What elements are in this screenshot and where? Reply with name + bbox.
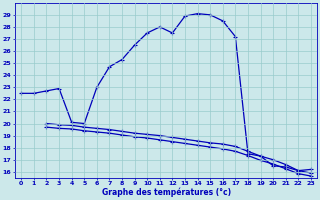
X-axis label: Graphe des températures (°c): Graphe des températures (°c) [101,188,231,197]
